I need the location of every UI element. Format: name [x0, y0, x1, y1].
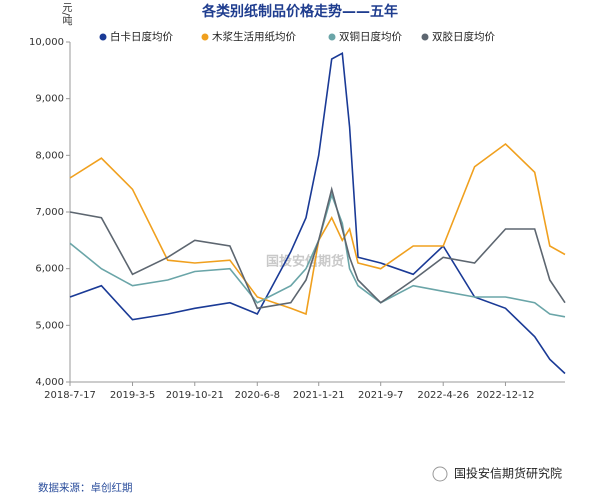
legend-marker — [421, 33, 429, 41]
brand-icon — [432, 466, 448, 482]
legend-label: 木浆生活用纸均价 — [212, 30, 296, 43]
x-tick-label: 2021-9-7 — [358, 390, 403, 401]
series-line — [69, 142, 566, 316]
legend-marker — [201, 33, 209, 41]
y-tick-label: 9,000 — [35, 94, 64, 105]
x-tick-label: 2022-4-26 — [417, 390, 469, 401]
y-tick-label: 4,000 — [35, 377, 64, 388]
y-tick-label: 5,000 — [35, 320, 64, 331]
legend-label: 双胶日度均价 — [432, 30, 495, 43]
legend-marker — [328, 33, 336, 41]
series-line — [69, 52, 566, 375]
legend-label: 白卡日度均价 — [110, 30, 173, 43]
y-axis-label: 元/吨 — [60, 2, 72, 25]
y-tick-label: 10,000 — [29, 37, 64, 48]
x-tick-label: 2019-3-5 — [110, 390, 155, 401]
x-tick-label: 2022-12-12 — [476, 390, 534, 401]
y-tick-label: 6,000 — [35, 264, 64, 275]
y-tick-label: 7,000 — [35, 207, 64, 218]
x-tick-label: 2018-7-17 — [44, 390, 96, 401]
y-tick-label: 8,000 — [35, 150, 64, 161]
x-tick-label: 2020-6-8 — [235, 390, 280, 401]
source: 数据来源：卓创红期 — [38, 481, 133, 494]
x-tick-label: 2021-1-21 — [293, 390, 345, 401]
series-line — [69, 186, 566, 310]
brand: 国投安信期货研究院 — [454, 466, 562, 481]
legend-label: 双铜日度均价 — [339, 30, 402, 43]
chart-title: 各类别纸制品价格走势——五年 — [201, 3, 398, 20]
watermark: 国投安信期货 — [266, 254, 344, 270]
legend-marker — [99, 33, 107, 41]
x-tick-label: 2019-10-21 — [166, 390, 224, 401]
